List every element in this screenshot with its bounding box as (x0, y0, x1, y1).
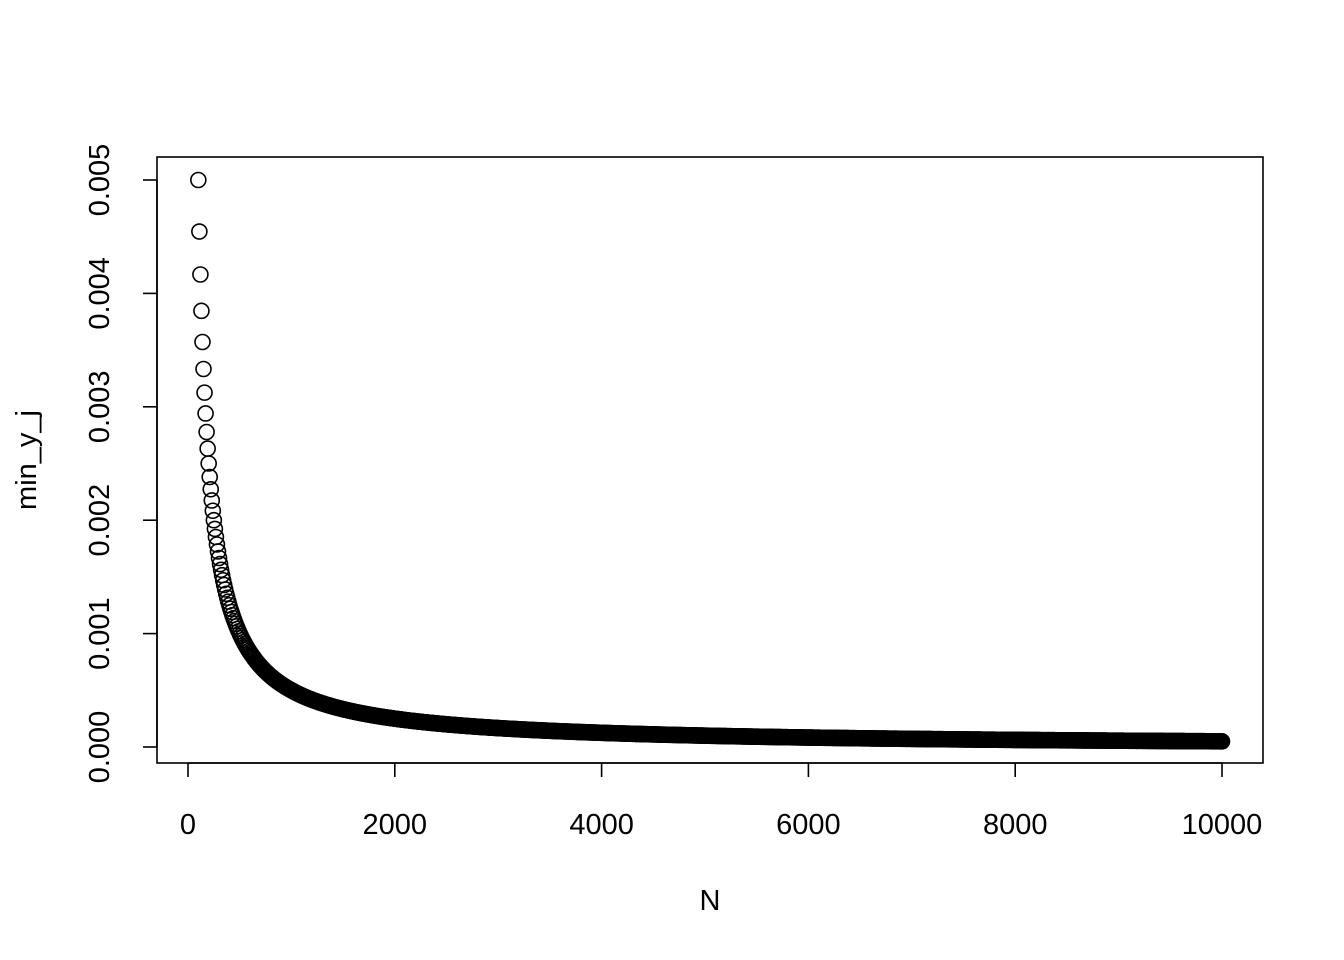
x-tick-label: 6000 (776, 809, 841, 841)
x-tick-label: 0 (180, 809, 196, 841)
y-tick-label: 0.003 (84, 371, 116, 444)
data-point (190, 171, 207, 189)
data-point (200, 455, 217, 472)
data-point (197, 405, 214, 422)
data-point (210, 549, 228, 567)
data-point (199, 440, 216, 457)
data-point (202, 480, 220, 498)
y-tick-label: 0.004 (84, 257, 116, 330)
x-tick-label: 8000 (983, 809, 1048, 841)
data-point (193, 302, 210, 320)
data-point (192, 266, 209, 283)
y-tick-label: 0.000 (84, 711, 116, 784)
data-point (1213, 733, 1231, 750)
data-point (195, 360, 212, 378)
plot-frame (156, 156, 1264, 764)
data-point (211, 555, 229, 573)
data-point (209, 543, 227, 560)
data-point (198, 423, 215, 441)
data-point (191, 223, 208, 240)
x-axis: 0 2000 4000 6000 8000 10000 (180, 762, 1263, 841)
data-point (205, 511, 223, 529)
y-axis: 0.000 0.001 0.002 0.003 0.004 0.005 (84, 144, 158, 784)
x-tick-label: 2000 (363, 809, 428, 841)
data-point (194, 333, 211, 351)
y-tick-label: 0.002 (84, 484, 116, 557)
y-tick-label: 0.001 (84, 597, 116, 670)
x-axis-label: N (700, 885, 721, 917)
data-point (208, 536, 226, 553)
data-point (206, 520, 224, 538)
data-point (201, 468, 219, 486)
y-axis-label: min_y_j (11, 410, 43, 510)
y-tick-label: 0.005 (84, 144, 116, 217)
data-point (196, 384, 213, 401)
x-tick-label: 4000 (569, 809, 634, 841)
data-points (190, 171, 1231, 750)
x-tick-label: 10000 (1182, 809, 1263, 841)
data-point (204, 502, 222, 520)
data-point (203, 492, 221, 509)
